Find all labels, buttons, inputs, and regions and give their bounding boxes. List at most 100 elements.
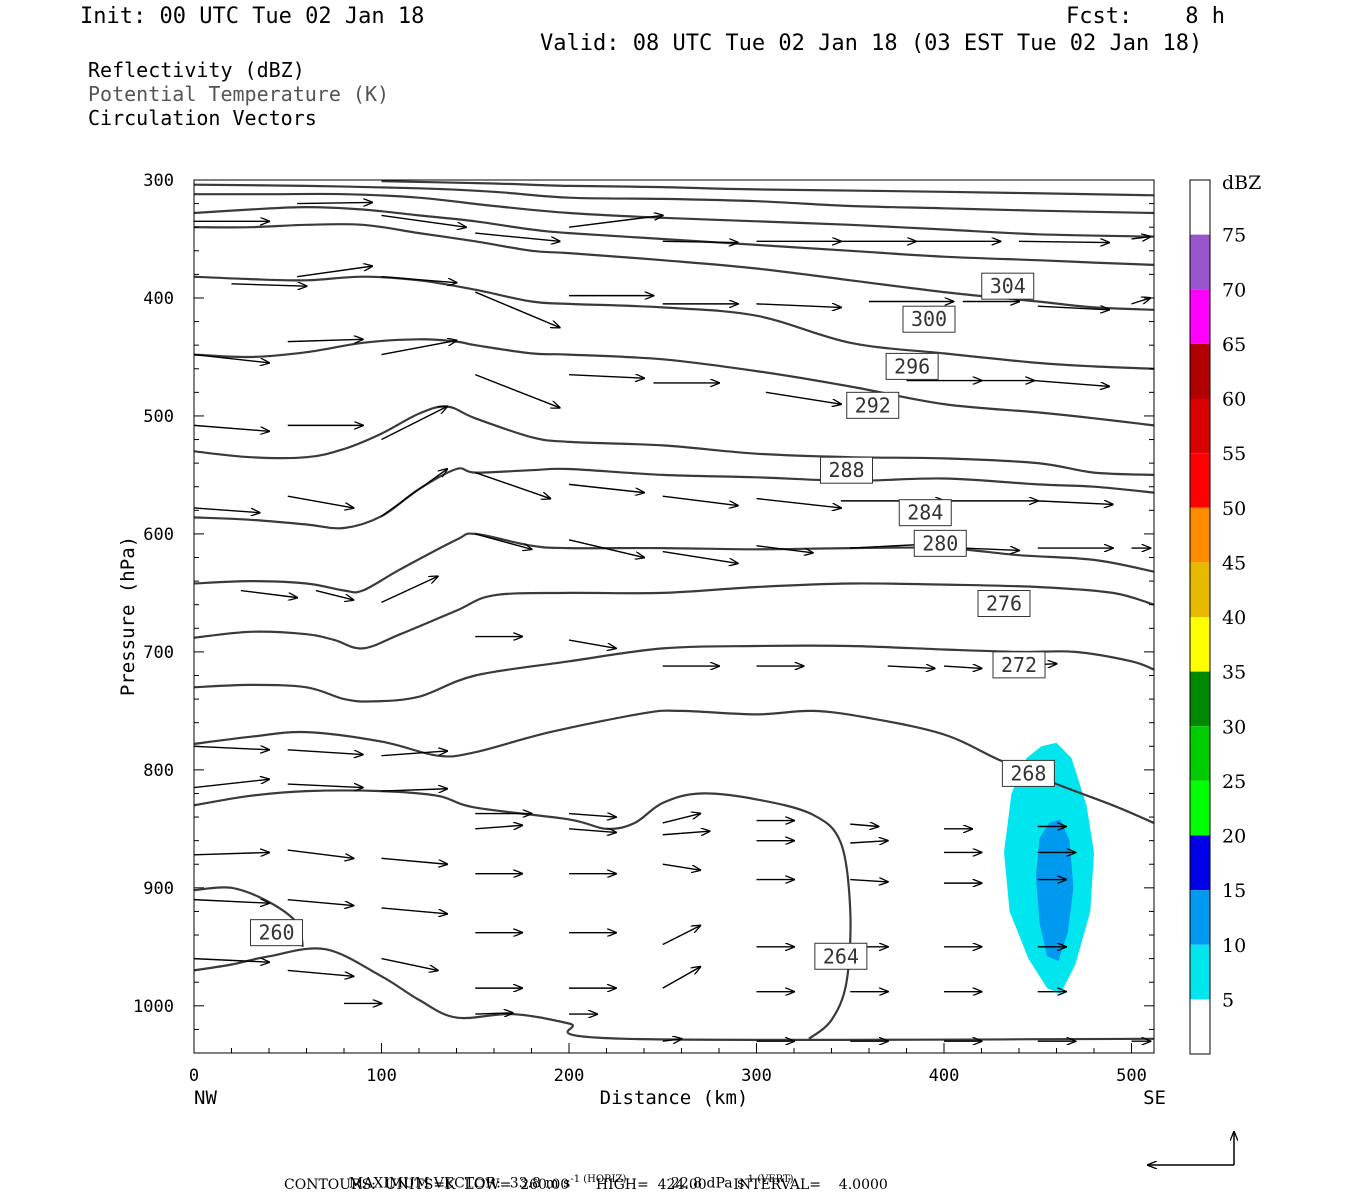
svg-text:292: 292	[855, 393, 891, 417]
left-end-label: NW	[194, 1087, 217, 1109]
colorbar-swatch	[1190, 890, 1210, 945]
colorbar-swatch	[1190, 671, 1210, 727]
y-tick-label: 900	[143, 879, 174, 899]
colorbar-swatch	[1190, 343, 1210, 399]
circulation-vector	[756, 545, 813, 553]
theta-contour-284	[194, 467, 1154, 530]
y-tick-label: 700	[143, 643, 174, 663]
colorbar-swatch	[1190, 780, 1210, 836]
circulation-vector	[381, 214, 466, 227]
circulation-vector	[194, 959, 269, 963]
max-vector-note: MAXIMUM VECTOR: 33.8 m s-1 (HORIZ) 22.8 …	[348, 1174, 794, 1192]
x-tick-label: 200	[554, 1066, 585, 1086]
circulation-vector	[1037, 501, 1113, 505]
contour-label-296: 296	[885, 352, 939, 380]
svg-text:260: 260	[258, 921, 294, 945]
x-tick-label: 500	[1116, 1066, 1147, 1086]
contour-label-276: 276	[977, 590, 1031, 618]
contour-label-300: 300	[902, 305, 956, 333]
colorbar-swatch	[1190, 999, 1210, 1054]
circulation-vector	[287, 495, 354, 508]
y-tick-label: 600	[143, 525, 174, 545]
circulation-vector	[381, 857, 448, 864]
circulation-vector	[887, 666, 935, 668]
y-tick-label: 800	[143, 761, 174, 781]
right-end-label: SE	[1143, 1087, 1166, 1109]
circulation-vector	[287, 784, 363, 788]
circulation-vector	[568, 829, 616, 833]
field-reflectivity: Reflectivity (dBZ)	[88, 58, 305, 82]
circulation-vector	[662, 1039, 682, 1041]
circulation-vector	[850, 841, 888, 843]
x-tick-label: 100	[366, 1066, 397, 1086]
contour-label-288: 288	[820, 456, 873, 484]
circulation-vector	[662, 863, 701, 870]
circulation-vector	[568, 375, 644, 379]
colorbar-swatch	[1190, 234, 1210, 290]
circulation-vector	[315, 589, 354, 600]
x-axis-label: Distance (km)	[600, 1087, 749, 1109]
circulation-vector	[568, 639, 616, 648]
field-theta: Potential Temperature (K)	[88, 82, 390, 106]
theta-contour-292	[194, 338, 1154, 427]
colorbar-tick-label: 75	[1222, 225, 1246, 247]
colorbar-unit: dBZ	[1222, 172, 1261, 194]
contour-label-260: 260	[250, 919, 303, 947]
circulation-vector	[194, 779, 269, 789]
circulation-vector	[568, 215, 663, 228]
colorbar-swatch	[1190, 562, 1210, 617]
circulation-vector	[475, 1013, 513, 1014]
x-tick-label: 400	[929, 1066, 960, 1086]
colorbar-frame	[1189, 179, 1211, 1055]
colorbar-swatch	[1190, 617, 1210, 672]
circulation-vector	[568, 483, 644, 492]
circulation-vector	[381, 469, 448, 517]
svg-text:268: 268	[1010, 761, 1046, 785]
theta-contour-280	[194, 532, 1154, 594]
circulation-vector	[475, 533, 531, 549]
circulation-vector	[850, 880, 888, 882]
colorbar-tick-label: 60	[1222, 389, 1246, 411]
contour-label-264: 264	[814, 942, 868, 970]
contours-note: CONTOURS: UNITS=K LOW= 260.00 HIGH= 424.…	[284, 1177, 888, 1193]
svg-text:284: 284	[907, 501, 943, 525]
circulation-vector	[194, 353, 269, 363]
circulation-vector	[568, 814, 616, 818]
colorbar-tick-label: 65	[1222, 334, 1246, 356]
circulation-vector	[662, 495, 738, 505]
colorbar-tick-label: 45	[1222, 552, 1246, 574]
circulation-vector	[1131, 298, 1151, 305]
circulation-vector	[474, 374, 559, 408]
circulation-vector	[287, 969, 354, 976]
theta-contour-276	[194, 582, 1154, 650]
svg-text:300: 300	[911, 307, 947, 331]
theta-contour-312	[194, 183, 1154, 215]
theta-contour-304	[194, 205, 1154, 266]
circulation-vector	[475, 471, 550, 499]
init-time: Init: 00 UTC Tue 02 Jan 18	[80, 4, 425, 29]
circulation-vector	[381, 957, 438, 971]
circulation-vector	[475, 825, 522, 829]
circulation-vector	[381, 340, 457, 356]
circulation-vector	[475, 232, 559, 241]
circulation-vector	[297, 266, 372, 278]
circulation-vector	[662, 241, 738, 242]
circulation-vector	[194, 852, 269, 854]
svg-text:288: 288	[828, 458, 864, 482]
theta-contour-308	[194, 192, 1154, 238]
field-vectors: Circulation Vectors	[88, 106, 317, 130]
circulation-vector	[194, 507, 260, 513]
svg-text:264: 264	[823, 944, 859, 968]
reflectivity-area-10dbz	[1035, 819, 1074, 961]
circulation-vector	[287, 339, 363, 341]
circulation-vector	[662, 967, 701, 989]
y-tick-label: 1000	[133, 997, 174, 1017]
x-tick-label: 300	[741, 1066, 772, 1086]
colorbar-swatch	[1190, 398, 1210, 454]
circulation-vector	[381, 407, 448, 441]
circulation-vector	[662, 831, 710, 835]
colorbar-swatch	[1190, 180, 1210, 235]
colorbar-swatch	[1190, 835, 1210, 891]
circulation-vector	[1018, 241, 1109, 242]
